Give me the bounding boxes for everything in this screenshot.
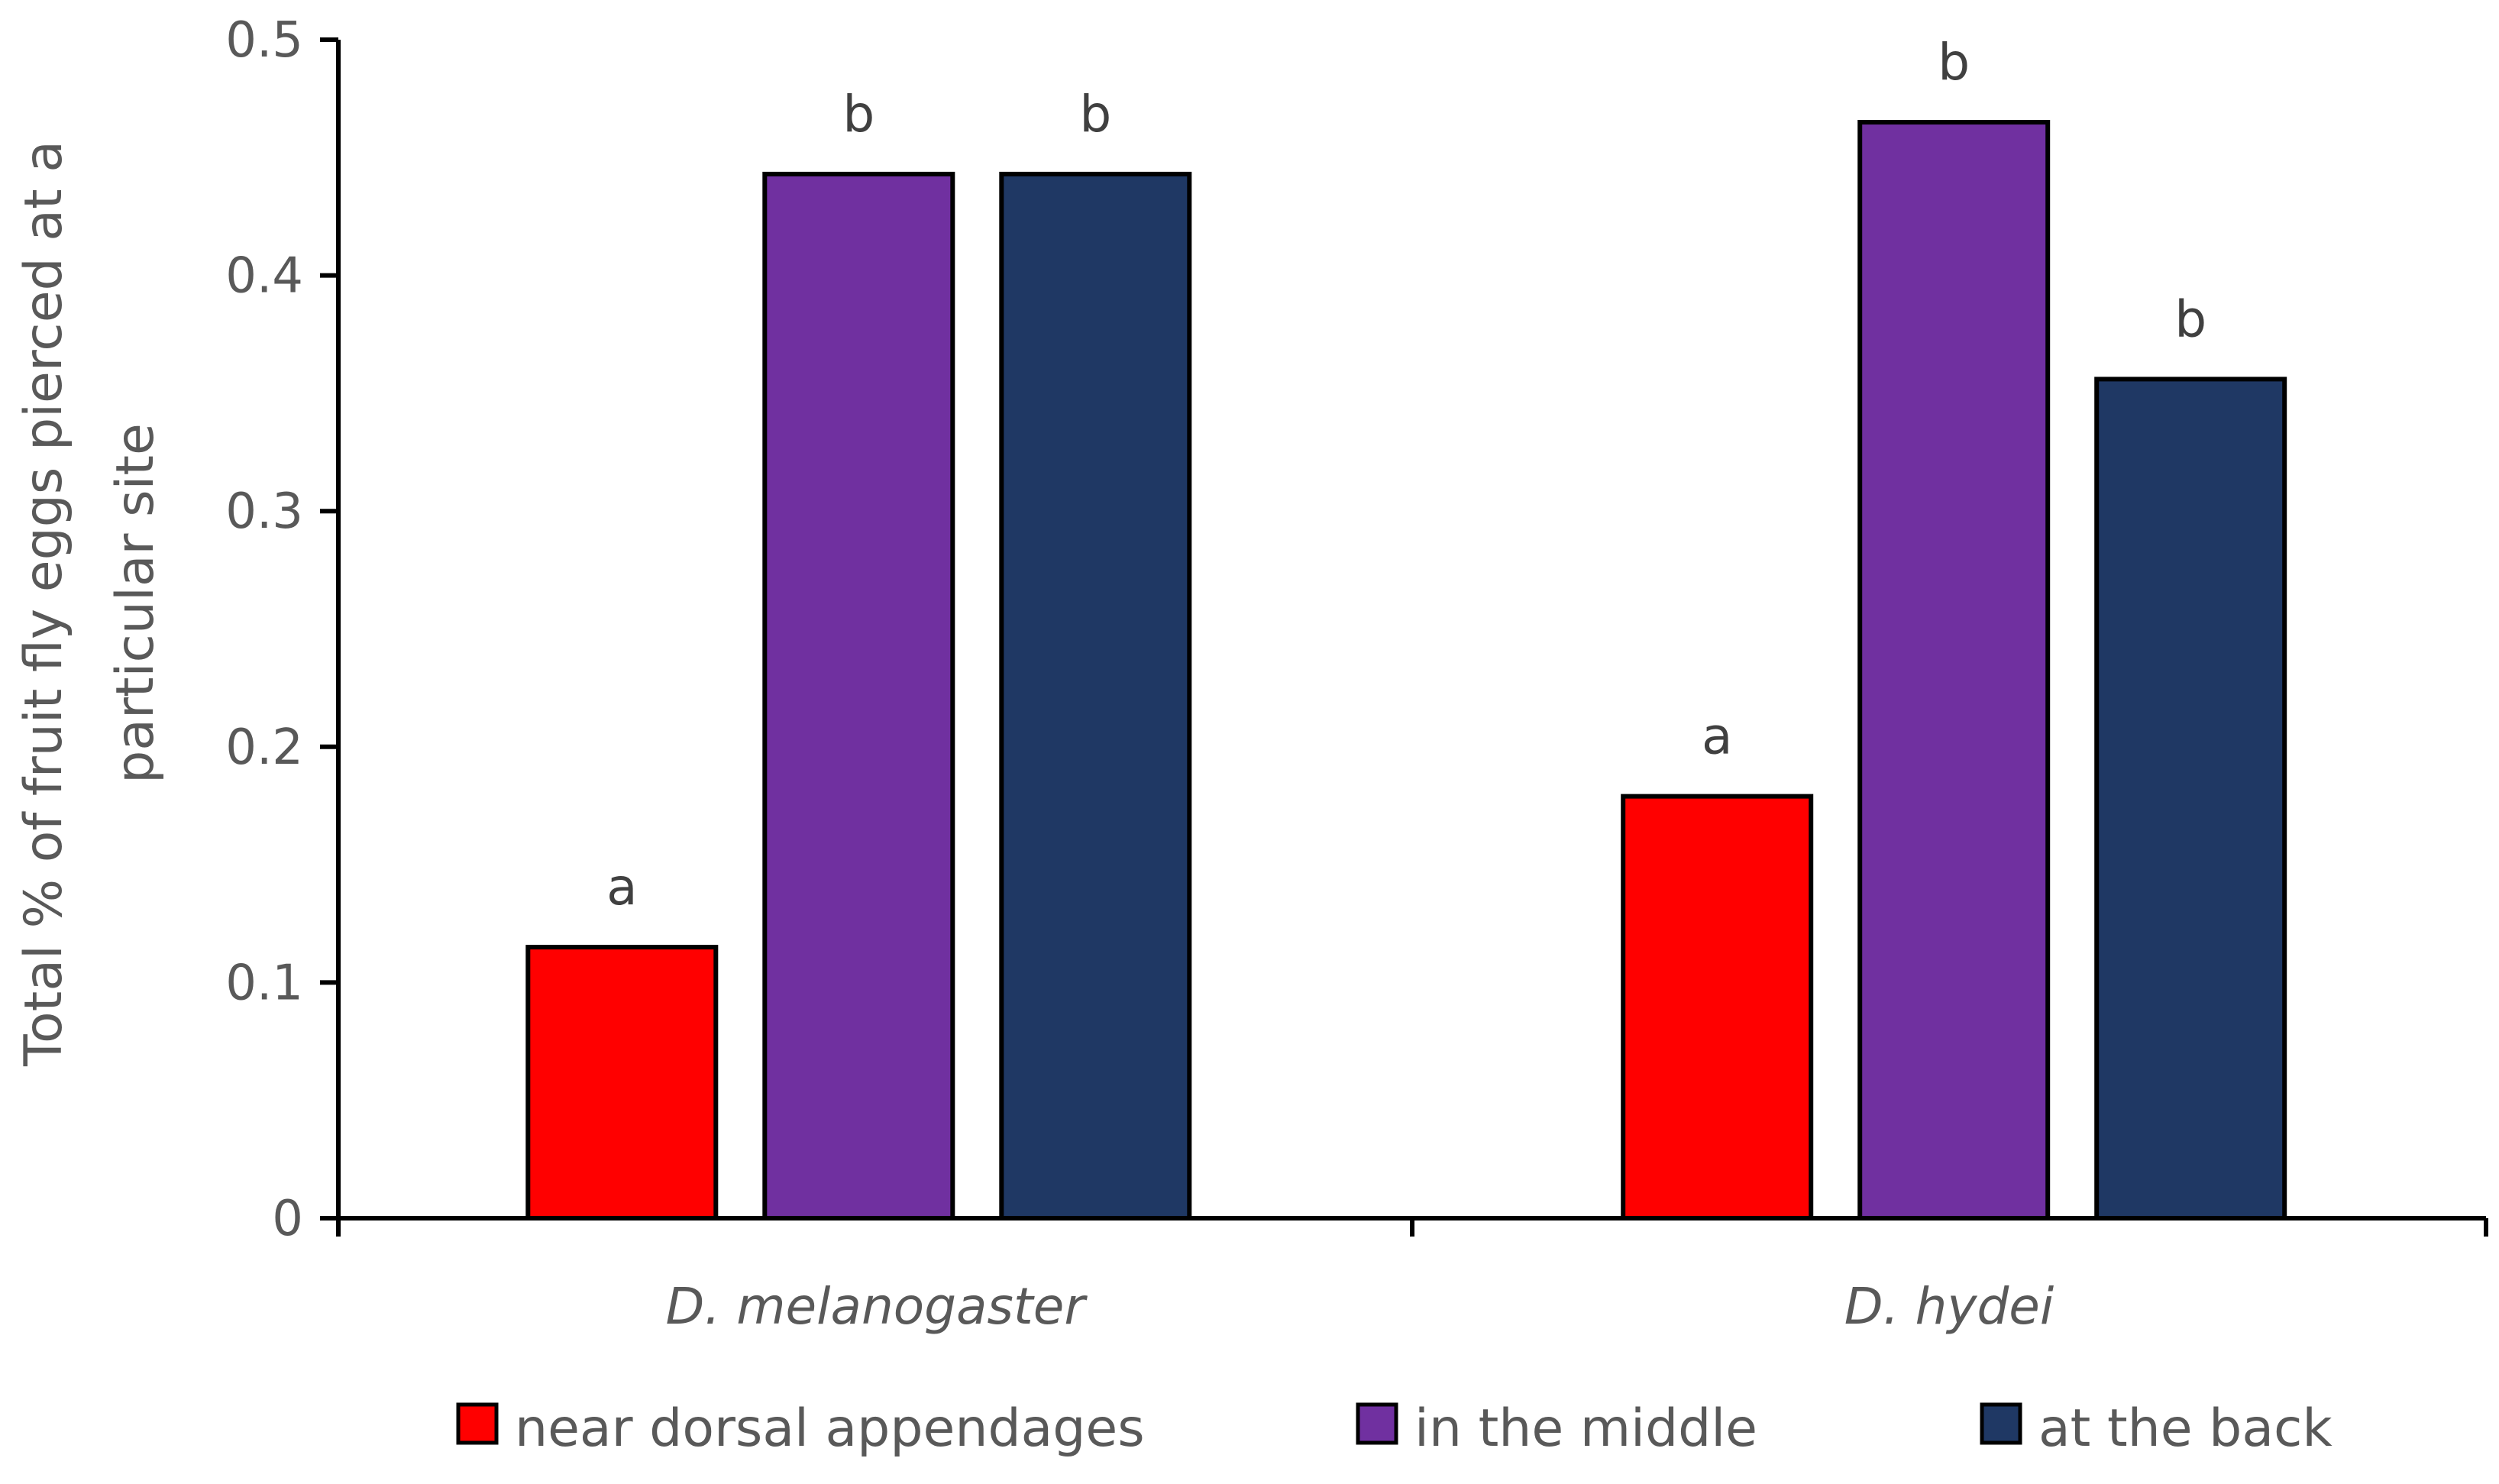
legend-label: at the back: [2038, 1398, 2333, 1459]
x-category-label: D. melanogaster: [665, 1277, 1088, 1336]
bar: [2094, 377, 2287, 1221]
y-axis-label-line-2: particular site: [105, 423, 166, 784]
y-tick-label: 0.5: [225, 12, 303, 69]
significance-label: a: [606, 858, 637, 917]
bar: [525, 945, 719, 1221]
legend: near dorsal appendages in the middle at th…: [456, 1398, 2333, 1459]
bar: [1621, 794, 1814, 1221]
significance-label: b: [2174, 289, 2206, 348]
y-tick-label: 0.4: [225, 248, 303, 305]
bar: [762, 171, 955, 1221]
legend-swatch: [1356, 1402, 1398, 1445]
x-axis: D. melanogaster D. hydei: [336, 1216, 2488, 1336]
bar: [1857, 120, 2051, 1221]
y-tick-label: 0.3: [225, 483, 303, 540]
significance-labels: a b b a b b: [606, 33, 2206, 917]
legend-label: near dorsal appendages: [515, 1398, 1145, 1459]
legend-swatch: [1980, 1402, 2022, 1445]
x-category-label: D. hydei: [1844, 1277, 2054, 1336]
significance-label: a: [1702, 707, 1732, 766]
significance-label: b: [1938, 33, 1970, 92]
y-axis: 0 0.1 0.2 0.3 0.4 0.5: [225, 12, 341, 1247]
y-tick-label: 0: [272, 1191, 303, 1247]
legend-label: in the middle: [1414, 1398, 1757, 1459]
bars-group: [525, 120, 2287, 1221]
bar: [999, 171, 1192, 1221]
significance-label: b: [1079, 85, 1111, 144]
y-tick-label: 0.1: [225, 955, 303, 1011]
y-axis-label: Total % of fruit fly eggs pierced at a p…: [14, 141, 166, 1067]
y-tick-label: 0.2: [225, 719, 303, 776]
significance-label: b: [842, 85, 874, 144]
y-axis-label-line-1: Total % of fruit fly eggs pierced at a: [14, 141, 74, 1067]
legend-swatch: [456, 1402, 499, 1445]
